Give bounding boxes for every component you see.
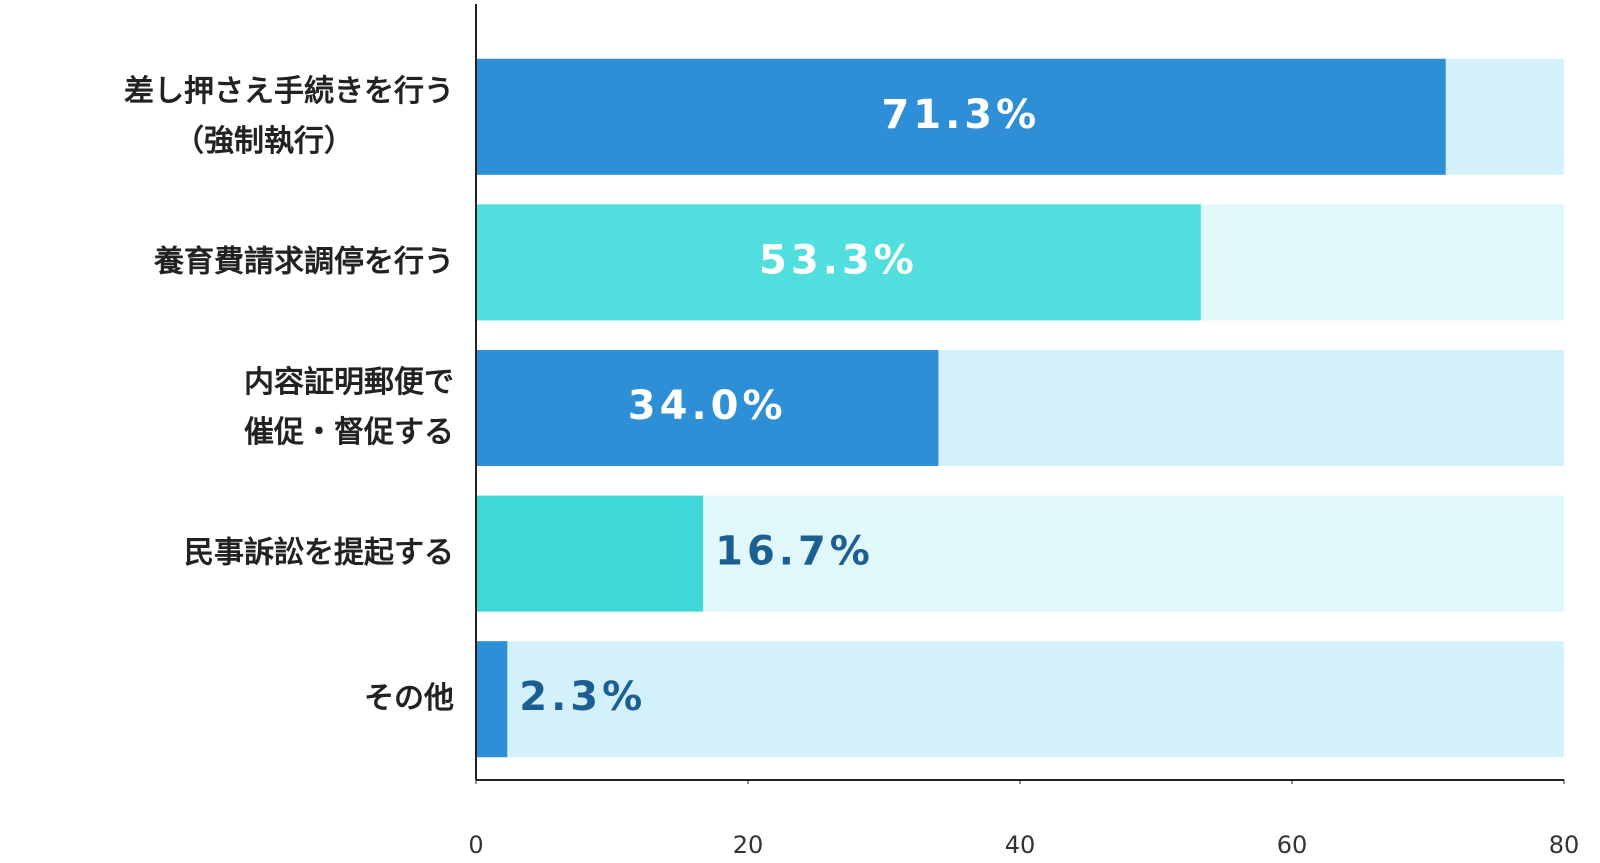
category-line: 民事訴訟を提起する (184, 535, 454, 570)
bar-track (476, 641, 1564, 758)
category-line: 差し押さえ手続きを行う (124, 73, 454, 108)
x-tick-label: 0 (468, 831, 483, 859)
category-line: 催促・督促する (244, 415, 454, 450)
bar (476, 495, 704, 612)
value-label: 16.7% (715, 529, 874, 575)
bar (476, 641, 508, 758)
category-label: 養育費請求調停を行う (153, 244, 454, 279)
value-label: 2.3% (519, 674, 646, 720)
value-label: 53.3% (759, 237, 918, 283)
category-line: 養育費請求調停を行う (153, 244, 454, 279)
category-label: 差し押さえ手続きを行う （強制執行） (124, 73, 454, 158)
bar (476, 204, 1201, 321)
x-tick-label: 60 (1277, 831, 1308, 859)
category-label: 内容証明郵便で催促・督促する (244, 365, 454, 450)
x-tick-label: 80 (1549, 831, 1580, 859)
x-tick-label: 20 (733, 831, 764, 859)
category-label: その他 (364, 681, 454, 716)
x-tick-label: 40 (1005, 831, 1036, 859)
value-label: 34.0% (628, 383, 787, 429)
category-line: 内容証明郵便で (244, 365, 454, 400)
category-label: 民事訴訟を提起する (184, 535, 454, 570)
bar (476, 58, 1446, 175)
category-line: その他 (364, 681, 454, 716)
bar (476, 350, 939, 466)
value-label: 71.3% (881, 92, 1040, 138)
category-line: （強制執行） (174, 123, 354, 158)
